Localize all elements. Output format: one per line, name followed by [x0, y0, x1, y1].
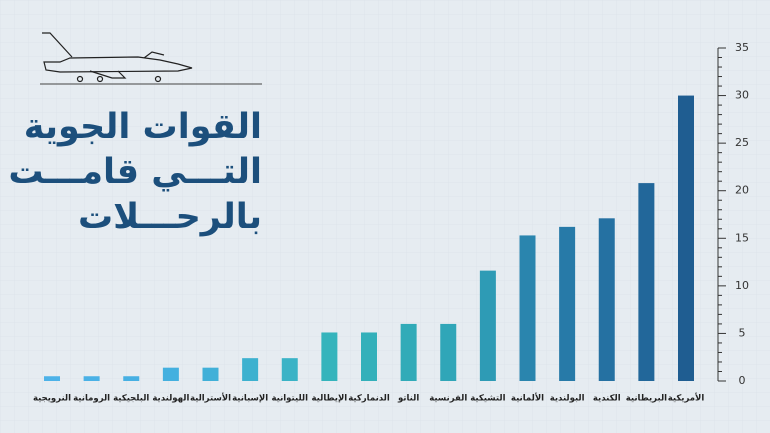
- x-tick-label: الناتو: [397, 394, 419, 404]
- y-tick-label: 15: [735, 231, 749, 244]
- y-tick-label: 5: [739, 326, 746, 339]
- x-tick-label: الرومانية: [73, 394, 110, 404]
- bar: [321, 332, 338, 381]
- bar: [559, 226, 576, 381]
- x-tick-label: البلجيكية: [113, 394, 149, 404]
- x-tick-label: الإسبانية: [232, 394, 268, 404]
- x-tick-label: الأمريكية: [668, 393, 705, 404]
- x-tick-label: الدنماركية: [348, 394, 390, 404]
- y-tick-label: 25: [735, 136, 749, 149]
- plane-icon: [42, 32, 193, 83]
- bar: [44, 376, 60, 381]
- y-tick-label: 20: [735, 184, 749, 197]
- bar: [123, 376, 140, 381]
- x-tick-label: الليتوانية: [271, 394, 308, 404]
- x-tick-label: البريطانية: [626, 394, 667, 404]
- y-tick-label: 10: [735, 279, 749, 292]
- bar: [440, 323, 457, 381]
- bar: [162, 367, 179, 381]
- bar: [479, 270, 496, 381]
- x-tick-label: الألمانية: [511, 393, 544, 404]
- bar: [638, 183, 655, 381]
- x-tick-label: البولندية: [550, 394, 585, 404]
- bar: [83, 376, 100, 381]
- y-tick-label: 35: [735, 41, 749, 54]
- bar: [598, 218, 615, 381]
- x-tick-label: الأسترالية: [190, 393, 231, 404]
- x-tick-label: الهولندية: [152, 394, 189, 404]
- title-line: القوات الجوية: [24, 107, 262, 147]
- x-tick-label: الإيطالية: [312, 394, 348, 404]
- bar: [202, 367, 219, 381]
- y-tick-label: 0: [739, 374, 746, 387]
- x-tick-label: الكندية: [593, 394, 621, 404]
- x-tick-label: التشيكية: [470, 394, 505, 404]
- bar: [519, 235, 536, 381]
- title-line: بالرحـــلات: [78, 197, 262, 237]
- bar: [400, 323, 417, 381]
- bar: [678, 95, 694, 382]
- title-line: التـــي قامـــت: [8, 152, 262, 192]
- x-tick-label: النرويجية: [33, 394, 71, 404]
- bar: [281, 358, 298, 381]
- y-tick-label: 30: [735, 89, 749, 102]
- x-tick-label: الفرنسية: [429, 394, 467, 404]
- bar: [361, 332, 377, 381]
- bar: [242, 358, 259, 381]
